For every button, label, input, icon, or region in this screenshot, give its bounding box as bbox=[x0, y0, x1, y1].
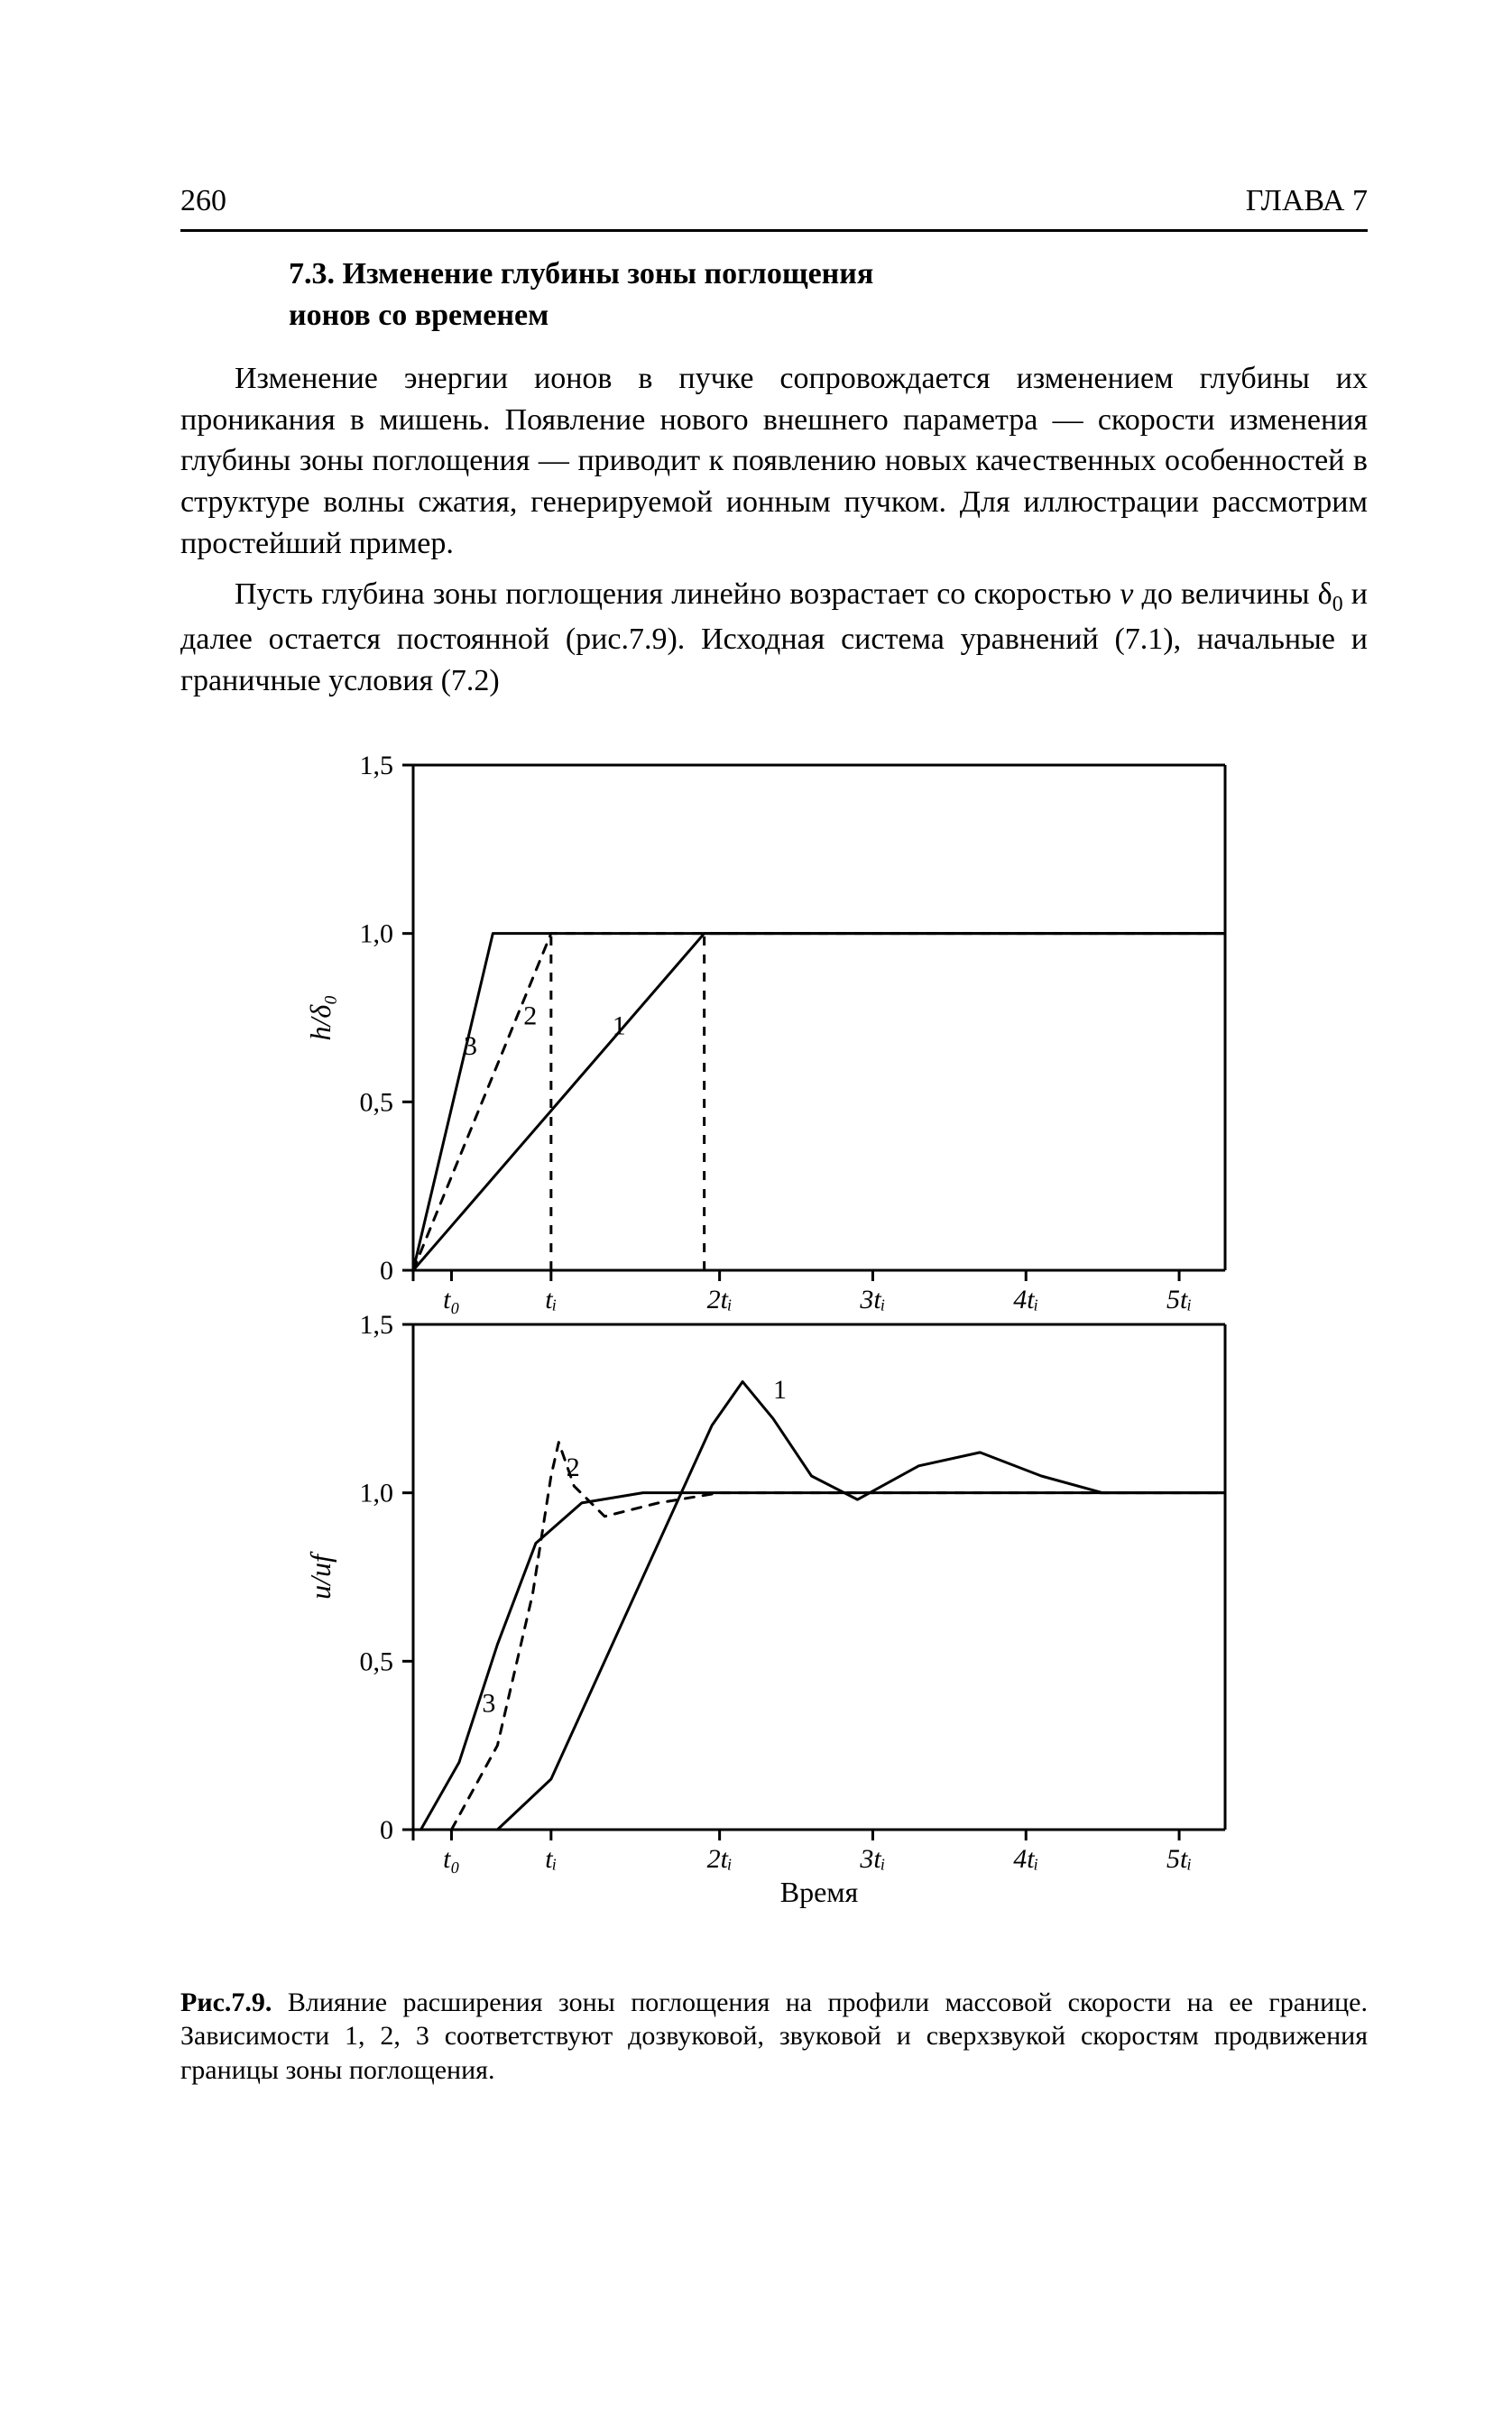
svg-text:tᵢ: tᵢ bbox=[545, 1844, 557, 1874]
svg-text:3tᵢ: 3tᵢ bbox=[859, 1844, 885, 1874]
figure-caption: Рис.7.9. Влияние расширения зоны поглоще… bbox=[180, 1986, 1368, 2088]
svg-text:4tᵢ: 4tᵢ bbox=[1013, 1844, 1038, 1874]
page: 260 ГЛАВА 7 7.3. Изменение глубины зоны … bbox=[0, 0, 1512, 2435]
p2-sub0: 0 bbox=[1332, 593, 1343, 616]
svg-text:3: 3 bbox=[464, 1031, 477, 1061]
section-title: 7.3. Изменение глубины зоны поглощения и… bbox=[289, 254, 1368, 337]
figure-7-9: 00,51,01,5h/δ₀t₀tᵢ2tᵢ3tᵢ4tᵢ5tᵢ12300,51,0… bbox=[180, 738, 1368, 1941]
svg-text:h/δ₀: h/δ₀ bbox=[304, 994, 337, 1040]
svg-text:5tᵢ: 5tᵢ bbox=[1166, 1844, 1192, 1874]
svg-text:t₀: t₀ bbox=[443, 1844, 460, 1874]
page-number: 260 bbox=[180, 180, 226, 222]
svg-text:1,0: 1,0 bbox=[360, 918, 394, 948]
p2-mid: до величины δ bbox=[1133, 577, 1332, 611]
paragraph-1: Изменение энергии ионов в пучке сопровож… bbox=[180, 358, 1368, 565]
svg-text:1,0: 1,0 bbox=[360, 1478, 394, 1508]
svg-text:3tᵢ: 3tᵢ bbox=[859, 1285, 885, 1314]
page-header: 260 ГЛАВА 7 bbox=[180, 180, 1368, 232]
svg-text:1,5: 1,5 bbox=[360, 751, 394, 780]
svg-text:1: 1 bbox=[773, 1375, 787, 1405]
svg-text:5tᵢ: 5tᵢ bbox=[1166, 1285, 1192, 1314]
figure-svg: 00,51,01,5h/δ₀t₀tᵢ2tᵢ3tᵢ4tᵢ5tᵢ12300,51,0… bbox=[278, 738, 1270, 1929]
caption-label: Рис.7.9. bbox=[180, 1988, 272, 2017]
svg-text:1,5: 1,5 bbox=[360, 1310, 394, 1340]
chapter-label: ГЛАВА 7 bbox=[1246, 180, 1368, 222]
p2-pre: Пусть глубина зоны поглощения линейно во… bbox=[235, 577, 1120, 611]
svg-text:0: 0 bbox=[380, 1256, 393, 1286]
p2-v: v bbox=[1120, 577, 1133, 611]
svg-text:2tᵢ: 2tᵢ bbox=[707, 1285, 733, 1314]
svg-text:u/uf: u/uf bbox=[304, 1551, 337, 1600]
svg-text:tᵢ: tᵢ bbox=[545, 1285, 557, 1314]
svg-text:2: 2 bbox=[567, 1453, 580, 1482]
section-title-line1: Изменение глубины зоны поглощения bbox=[343, 257, 874, 291]
svg-text:3: 3 bbox=[482, 1688, 495, 1718]
section-title-line2: ионов со временем bbox=[289, 299, 549, 332]
svg-text:0: 0 bbox=[380, 1815, 393, 1845]
svg-text:Время: Время bbox=[780, 1876, 859, 1908]
svg-text:0,5: 0,5 bbox=[360, 1087, 394, 1117]
svg-text:2tᵢ: 2tᵢ bbox=[707, 1844, 733, 1874]
svg-text:1: 1 bbox=[613, 1010, 626, 1040]
svg-text:4tᵢ: 4tᵢ bbox=[1013, 1285, 1038, 1314]
caption-text: Влияние расширения зоны поглощения на пр… bbox=[180, 1988, 1368, 2085]
svg-text:0,5: 0,5 bbox=[360, 1646, 394, 1676]
paragraph-2: Пусть глубина зоны поглощения линейно во… bbox=[180, 574, 1368, 702]
svg-text:t₀: t₀ bbox=[443, 1285, 460, 1314]
svg-text:2: 2 bbox=[523, 1001, 537, 1030]
section-number: 7.3. bbox=[289, 257, 335, 291]
